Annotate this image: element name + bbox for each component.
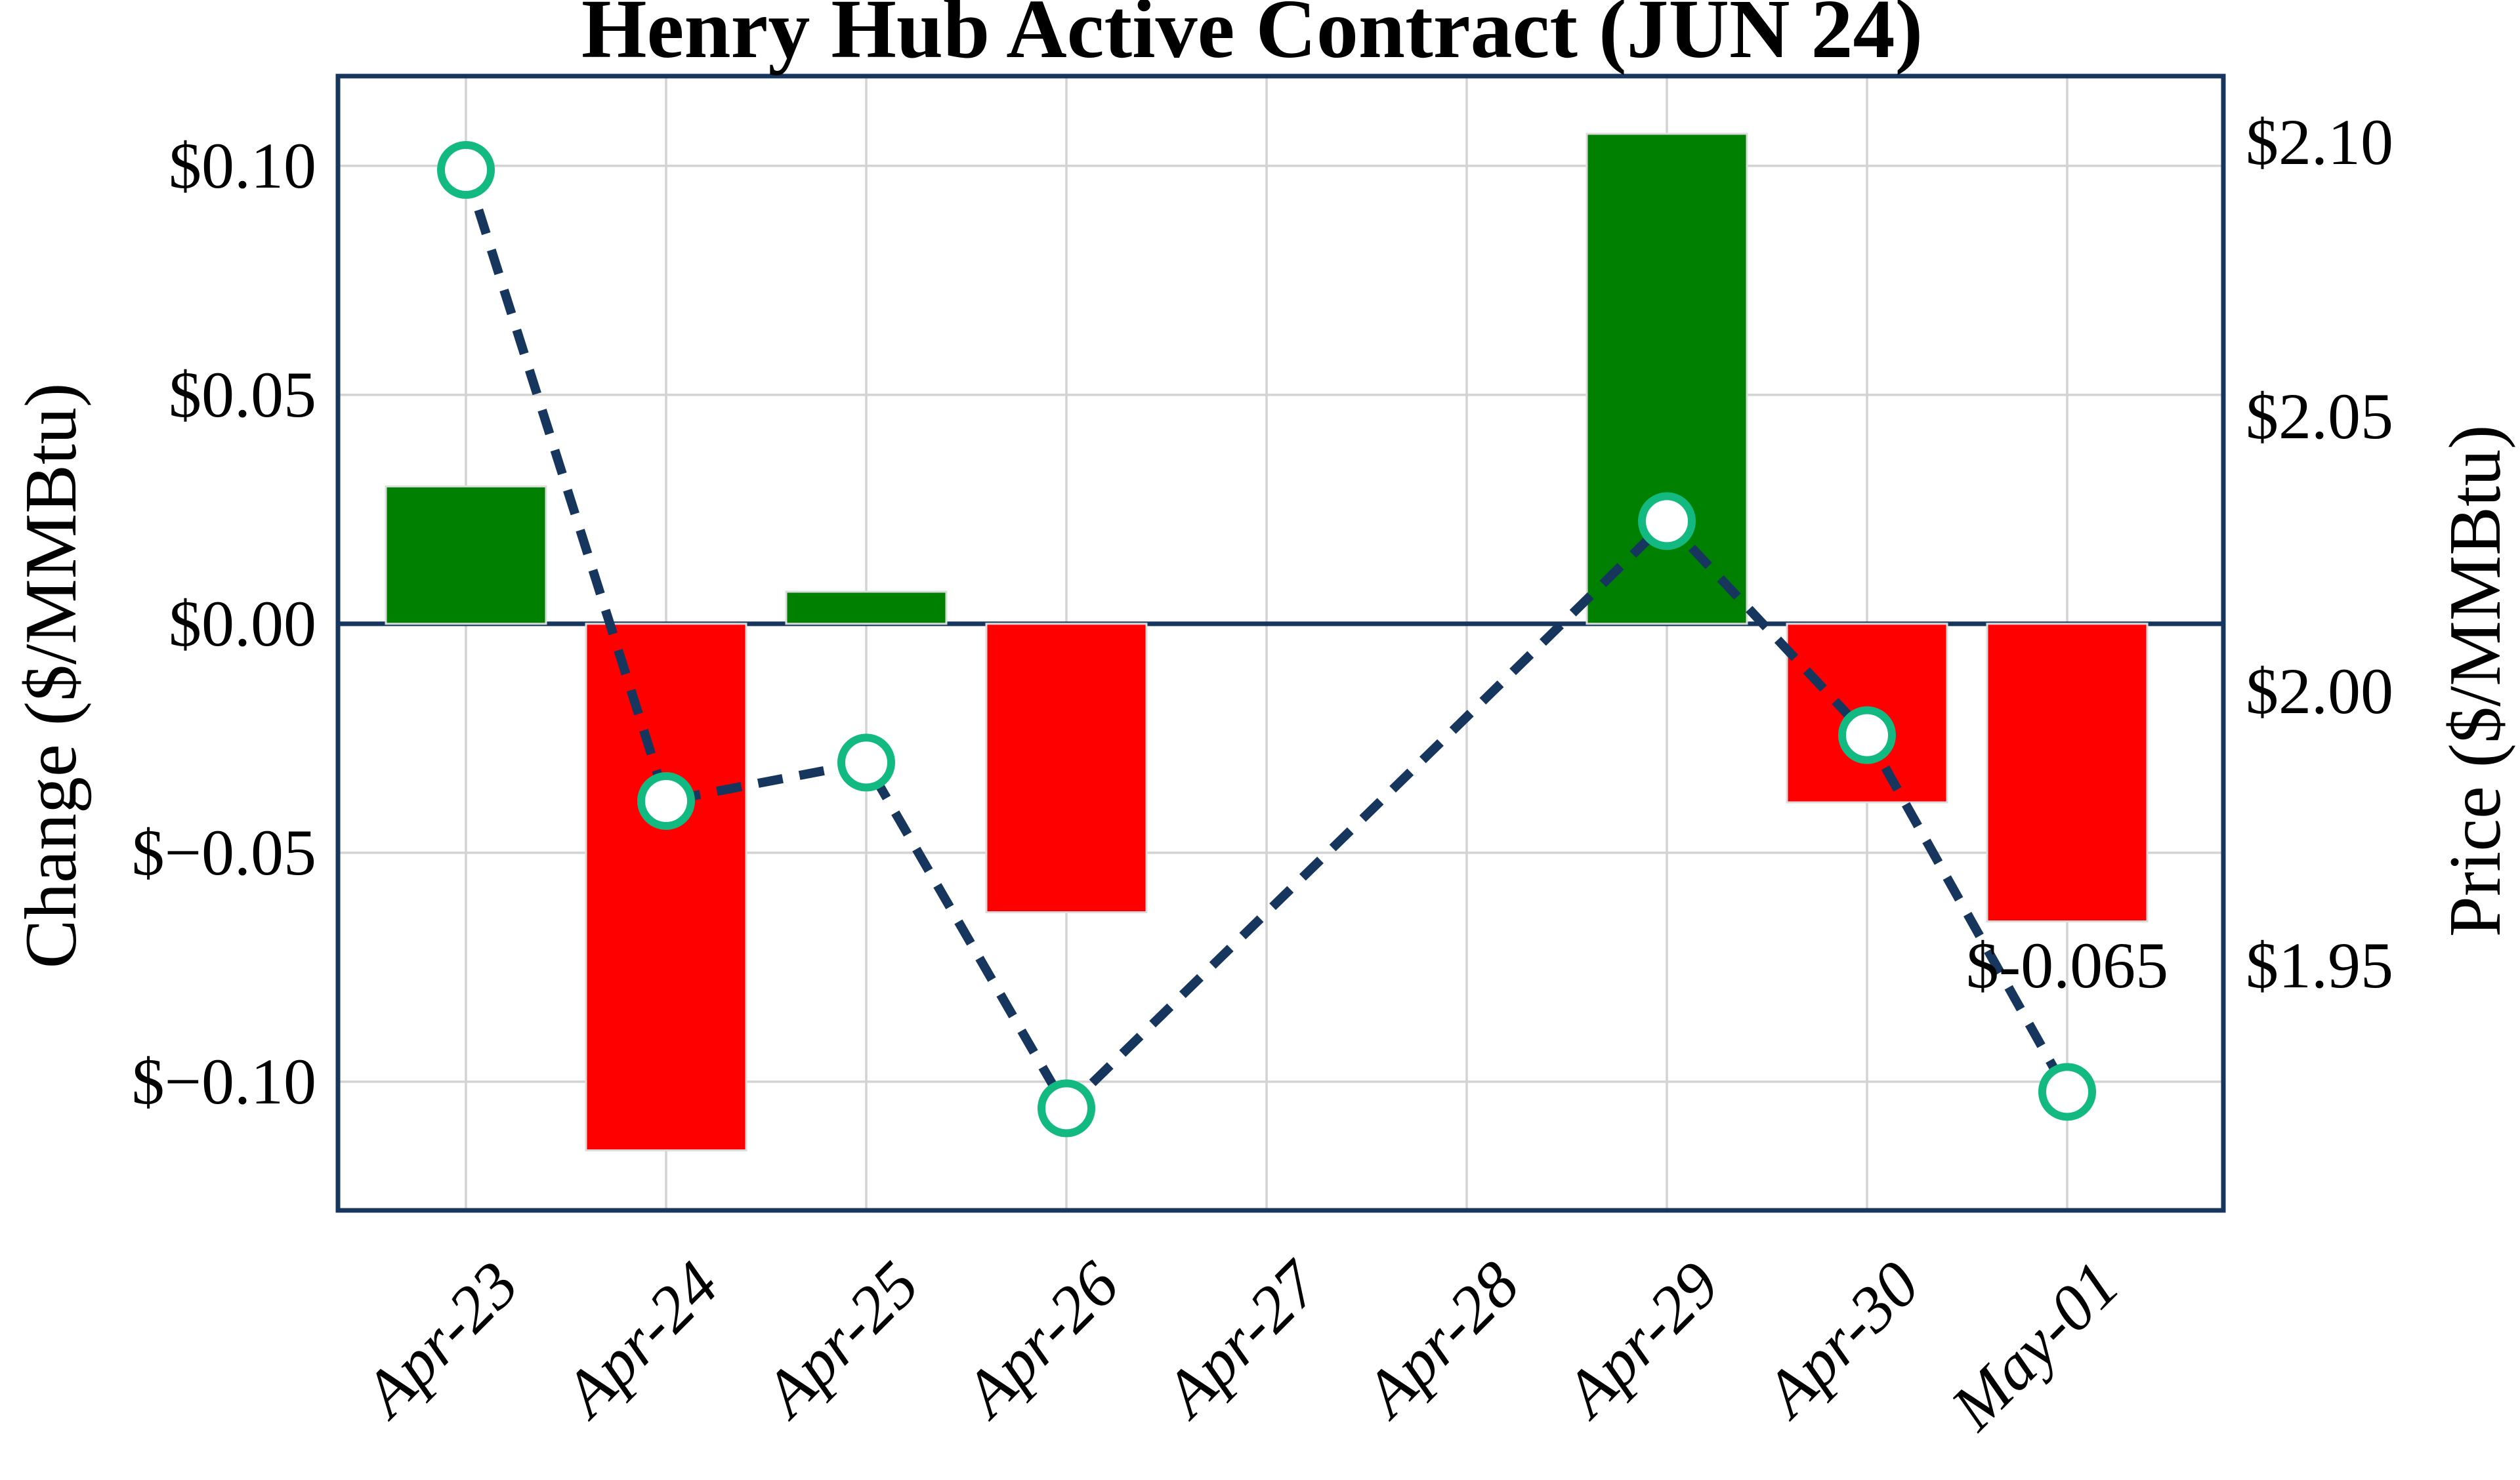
left-axis-tick-label: $0.05 [169, 358, 316, 431]
annotation-label: $-0.065 [1965, 929, 2169, 1002]
left-axis-tick-label: $0.10 [169, 129, 316, 202]
right-axis-tick-label: $2.10 [2246, 106, 2393, 179]
left-axis-tick-label: $−0.10 [131, 1044, 316, 1118]
right-axis-tick-label: $2.05 [2246, 380, 2393, 453]
price-marker-apr-30 [1838, 706, 1896, 764]
change-bar-apr-24 [585, 623, 747, 1152]
chart-title: Henry Hub Active Contract (JUN 24) [581, 0, 1923, 75]
price-marker-apr-25 [837, 733, 895, 792]
price-marker-apr-24 [637, 771, 695, 830]
price-marker-apr-29 [1638, 492, 1696, 550]
plot-border [335, 73, 2226, 1213]
change-bar-apr-23 [385, 485, 547, 625]
right-axis-tick-label: $1.95 [2246, 928, 2393, 1002]
change-bar-apr-26 [985, 623, 1148, 914]
price-marker-apr-23 [437, 141, 495, 199]
price-marker-apr-26 [1038, 1079, 1095, 1138]
price-marker-may-01 [2038, 1063, 2096, 1121]
change-bar-may-01 [1986, 623, 2149, 923]
right-axis-label: Price ($/MMBtu) [2435, 424, 2516, 937]
change-bar-apr-25 [785, 590, 948, 625]
right-axis-tick-label: $2.00 [2246, 654, 2393, 728]
left-axis-tick-label: $0.00 [169, 586, 316, 660]
change-bar-apr-29 [1586, 133, 1748, 625]
left-axis-tick-label: $−0.05 [131, 815, 316, 889]
